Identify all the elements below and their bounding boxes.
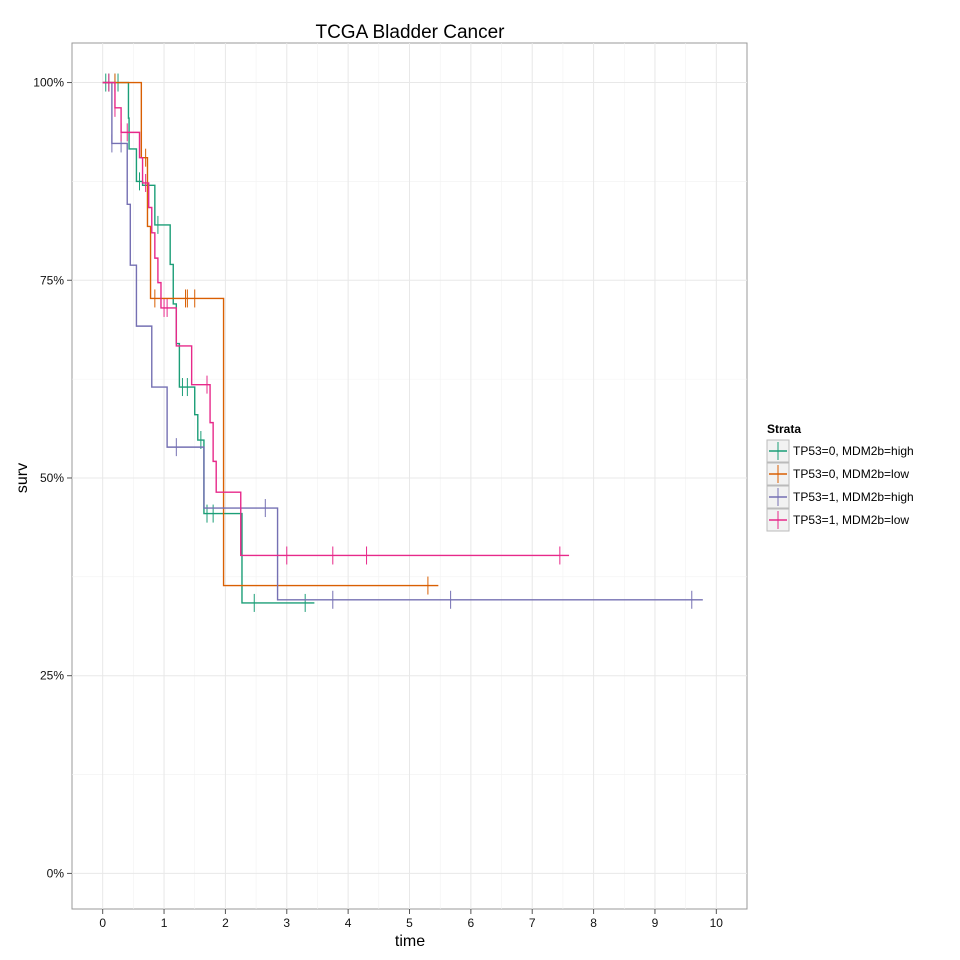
y-tick-label: 0%	[47, 866, 65, 880]
x-tick-label: 10	[710, 916, 724, 930]
survival-curve	[102, 81, 439, 587]
series-2	[102, 73, 439, 595]
y-axis-title: surv	[14, 463, 31, 493]
x-axis-title: time	[395, 933, 425, 950]
axes: 0 1 2 3 4 5 6 7 8 9 100%25%50%75%100%	[33, 76, 723, 930]
y-tick-label: 50%	[40, 471, 64, 485]
survival-curve	[102, 81, 315, 604]
x-tick-label: 2	[222, 916, 229, 930]
x-tick-label: 8	[590, 916, 597, 930]
survival-curve	[102, 81, 570, 557]
y-tick-label: 100%	[33, 76, 64, 90]
x-tick-label: 9	[652, 916, 659, 930]
x-tick-label: 1	[161, 916, 168, 930]
survival-curve	[102, 81, 703, 601]
x-tick-label: 7	[529, 916, 536, 930]
survival-curves	[102, 73, 703, 612]
legend: Strata TP53=0, MDM2b=high TP53=0, MDM2b=l…	[766, 422, 914, 532]
y-tick-label: 25%	[40, 669, 64, 683]
legend-label: TP53=0, MDM2b=low	[793, 467, 909, 481]
x-tick-label: 0	[99, 916, 106, 930]
x-tick-label: 6	[468, 916, 475, 930]
legend-title: Strata	[767, 422, 801, 436]
x-tick-label: 5	[406, 916, 413, 930]
gridlines	[72, 43, 747, 909]
x-tick-label: 3	[283, 916, 290, 930]
legend-label: TP53=0, MDM2b=high	[793, 444, 914, 458]
legend-label: TP53=1, MDM2b=low	[793, 513, 909, 527]
legend-label: TP53=1, MDM2b=high	[793, 490, 914, 504]
series-4	[102, 73, 570, 565]
x-tick-label: 4	[345, 916, 352, 930]
series-3	[102, 81, 703, 609]
chart-title: TCGA Bladder Cancer	[315, 22, 505, 43]
y-tick-label: 75%	[40, 273, 64, 287]
